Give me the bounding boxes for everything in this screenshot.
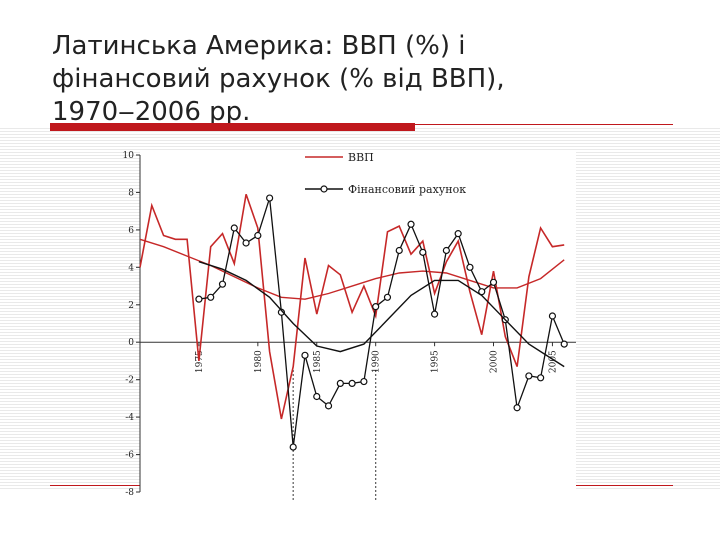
- financial-point: [430, 310, 439, 318]
- financial-point: [442, 246, 450, 255]
- x-tick-label: 1980: [254, 350, 264, 373]
- y-tick-label: -6: [125, 451, 134, 461]
- financial-point: [537, 374, 545, 382]
- trend-line-3: [198, 261, 565, 368]
- x-tick-label: 1990: [372, 350, 382, 373]
- x-tick-label: 2005: [548, 350, 558, 373]
- financial-point: [336, 379, 344, 388]
- financial-point: [360, 377, 368, 386]
- y-tick-label: 4: [128, 263, 134, 273]
- title-line-2: фінансовий рахунок (% від ВВП),: [52, 64, 505, 94]
- legend-marker: [320, 185, 328, 193]
- financial-point: [218, 280, 227, 288]
- financial-point: [489, 278, 498, 286]
- legend-label: ВВП: [348, 151, 374, 164]
- x-tick-label: 1975: [195, 350, 205, 373]
- financial-point: [230, 224, 238, 232]
- financial-point: [207, 293, 215, 301]
- financial-point: [195, 295, 203, 303]
- financial-point: [395, 246, 403, 255]
- x-tick-label: 2000: [490, 350, 500, 373]
- financial-point: [313, 392, 321, 401]
- financial-point: [560, 340, 568, 348]
- financial-point: [266, 194, 274, 202]
- y-tick-label: -2: [125, 376, 134, 386]
- page-title: Латинська Америка: ВВП (%) і фінансовий …: [52, 30, 672, 129]
- financial-point: [289, 443, 297, 451]
- financial-point: [407, 220, 415, 228]
- gdp-financial-chart: 10 8 6 4 2 0 -2 -4 -6 -8 1975 1980 1985 1990 1995 2000 2…: [123, 150, 576, 502]
- financial-point: [525, 372, 533, 380]
- financial-point: [372, 303, 380, 311]
- title-line-3: 1970‒2006 рр.: [52, 97, 251, 127]
- y-tick-label: -4: [125, 413, 134, 423]
- y-tick-label: 6: [128, 226, 134, 236]
- financial-point: [466, 263, 474, 271]
- financial-point: [454, 230, 462, 238]
- x-tick-label: 1985: [313, 350, 323, 373]
- financial-point: [242, 239, 250, 247]
- financial-point: [277, 308, 286, 316]
- legend-label: Фінансовий рахунок: [348, 183, 466, 196]
- financial-point: [513, 404, 521, 412]
- chart-container: 10 8 6 4 2 0 -2 -4 -6 -8 1975 1980 1985 1990 1995 2000 2…: [110, 140, 580, 502]
- x-tick-label: 1995: [431, 350, 441, 373]
- y-tick-label: -8: [125, 488, 134, 498]
- financial-point: [301, 351, 309, 359]
- financial-point: [548, 312, 557, 320]
- financial-point: [348, 379, 356, 388]
- title-line-1: Латинська Америка: ВВП (%) і: [52, 31, 466, 61]
- financial-point: [324, 402, 333, 410]
- financial-point: [254, 231, 262, 240]
- y-tick-label: 8: [128, 188, 134, 198]
- gdp-series-line: [139, 194, 565, 420]
- financial-series-line: [198, 197, 565, 448]
- plot-background: [140, 150, 576, 492]
- financial-point: [383, 293, 392, 301]
- accent-bar: [50, 123, 415, 131]
- financial-point: [419, 248, 427, 256]
- y-tick-label: 0: [128, 338, 134, 348]
- accent-line-top: [415, 124, 673, 125]
- y-tick-label: 2: [128, 301, 134, 311]
- y-tick-label: 10: [123, 151, 135, 161]
